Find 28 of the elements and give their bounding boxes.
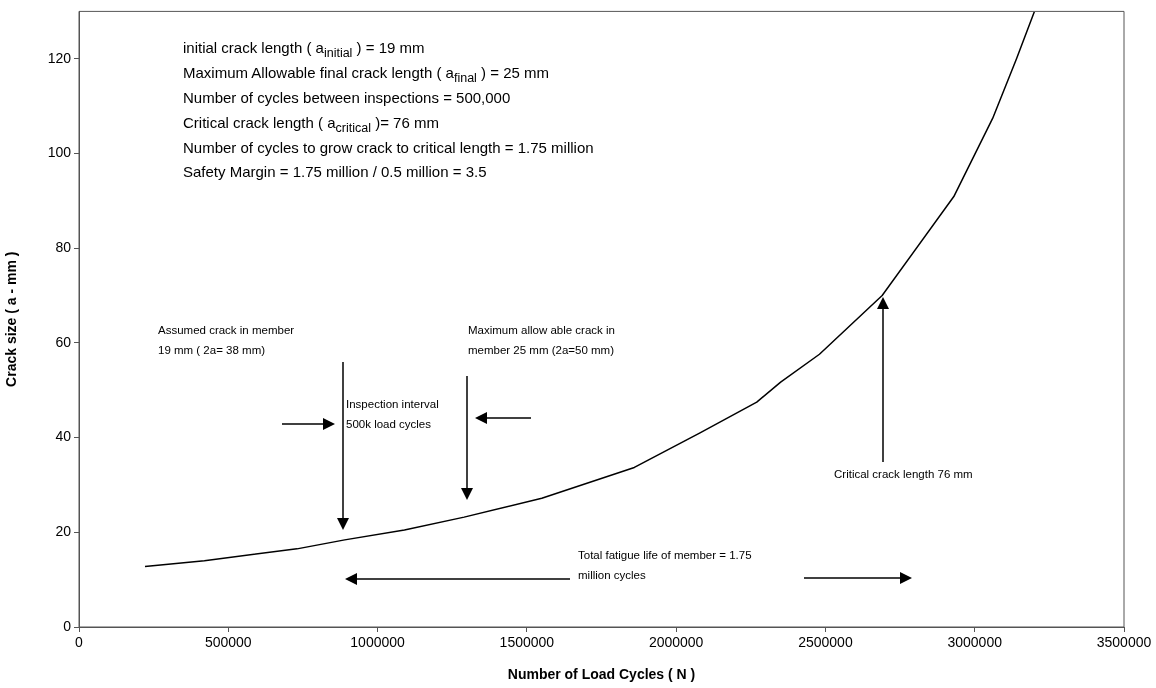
y-tick-label: 120 [47, 49, 72, 66]
x-axis-title: Number of Load Cycles ( N ) [507, 666, 696, 683]
annotation: Safety Margin = 1.75 million / 0.5 million = 3.5 [183, 162, 487, 182]
y-tick-label: 20 [55, 523, 72, 540]
annotation: Inspection interval 500k load cycles [346, 397, 439, 432]
y-tick-label: 100 [47, 144, 72, 161]
annotation: Critical crack length 76 mm [834, 467, 973, 482]
x-tick-label: 2000000 [648, 634, 704, 651]
x-tick-label: 500000 [204, 634, 252, 651]
x-tick-label: 1000000 [350, 634, 406, 651]
annotation: initial crack length ( a$_{initial}$ ) = 19 mm [183, 39, 425, 60]
x-tick-label: 3000000 [947, 634, 1003, 651]
annotation: Critical crack length ( a$_{critical}$ )= 76 mm [183, 114, 439, 135]
x-tick-label: 3500000 [1096, 634, 1152, 651]
annotation: Maximum allow able crack in member 25 mm (2a=50 mm) [468, 323, 615, 358]
x-tick-label: 1500000 [499, 634, 555, 651]
annotation: Maximum Allowable final crack length ( a$_{final}$ ) = 25 mm [183, 64, 549, 85]
x-tick-label: 2500000 [798, 634, 853, 651]
x-tick-label: 0 [75, 634, 84, 651]
annotation: Number of cycles to grow crack to critical length = 1.75 million [183, 138, 594, 158]
annotation: Assumed crack in member 19 mm ( 2a= 38 mm) [158, 323, 295, 358]
y-tick-label: 40 [55, 428, 72, 445]
annotation: Number of cycles between inspections = 500,000 [183, 88, 511, 108]
y-tick-label: 60 [55, 333, 72, 350]
y-tick-label: 80 [55, 239, 72, 256]
y-axis-title: Crack size ( a - mm ) [3, 251, 20, 387]
y-tick-label: 0 [63, 617, 72, 634]
annotation: Total fatigue life of member = 1.75 million cycles [578, 548, 752, 583]
